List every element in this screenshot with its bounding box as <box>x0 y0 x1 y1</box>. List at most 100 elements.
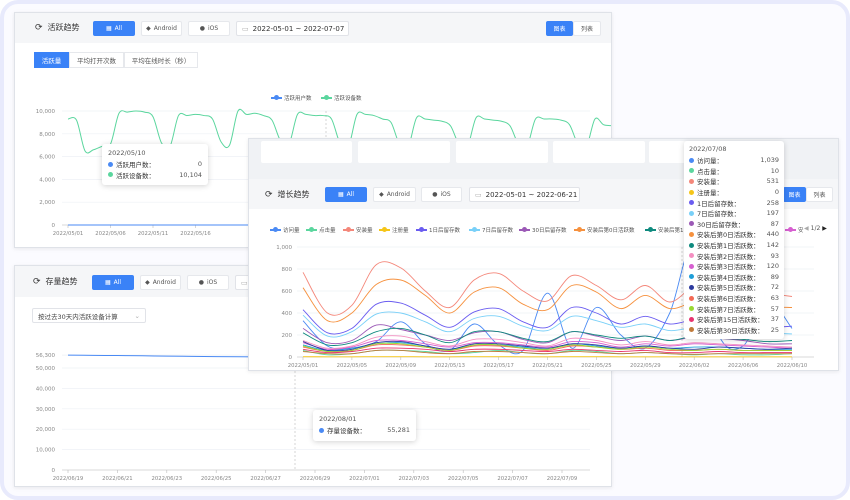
date-range-text: 2022-05-01 ~ 2022-07-07 <box>252 24 345 33</box>
view-chart-button[interactable]: 图表 <box>783 187 806 202</box>
tooltip-label: 30日后留存数： <box>697 220 745 229</box>
series-dot-icon <box>689 221 694 227</box>
legend-item[interactable]: 安装量 <box>343 226 373 234</box>
panel-title: ⟳ 活跃趋势 <box>35 22 80 33</box>
platform-all-button[interactable]: ▦ All <box>325 187 367 202</box>
tooltip-date: 2022/07/08 <box>689 145 727 153</box>
series-dot-icon <box>108 172 113 178</box>
android-icon: ◆ <box>146 25 151 32</box>
y-tick-label: 200 <box>282 333 293 339</box>
legend-item[interactable]: 点击量 <box>306 226 336 234</box>
title-text: 增长趋势 <box>277 190 310 199</box>
legend-label: 安装量 <box>356 228 373 234</box>
view-list-button[interactable]: 列表 <box>573 21 601 36</box>
legend-item[interactable]: 注册量 <box>379 226 409 234</box>
legend-item[interactable]: 安装后第0日活跃数 <box>574 226 635 234</box>
platform-android-button[interactable]: ◆ Android <box>373 187 416 202</box>
apple-icon: ● <box>432 191 438 198</box>
platform-android-button[interactable]: ◆ Android <box>140 275 181 290</box>
y-tick-label: 30,000 <box>36 407 56 413</box>
tooltip-row: 安装后第30日活跃数： 25 <box>689 325 779 336</box>
series-line-安装后第2日活跃数 <box>302 335 793 349</box>
pager-next-icon[interactable]: ▶ <box>822 225 827 232</box>
platform-ios-button[interactable]: ● iOS <box>188 21 230 36</box>
y-tick-label: 800 <box>282 267 293 273</box>
tooltip-label: 安装后第7日活跃数： <box>697 305 760 314</box>
date-range-picker[interactable]: ▭ 2022-05-01 ~ 2022-07-07 <box>236 21 349 36</box>
tooltip-value: 1,039 <box>760 156 779 165</box>
x-tick-label: 2022/07/09 <box>547 476 578 482</box>
legend-item[interactable]: 7日后留存数 <box>469 226 513 234</box>
x-tick-label: 2022/07/07 <box>497 476 528 482</box>
legend-item[interactable]: 活跃用户数 <box>271 94 312 102</box>
tooltip-value: 120 <box>766 262 779 271</box>
tooltip-row: 活跃用户数： 0 <box>108 159 202 170</box>
refresh-icon[interactable]: ⟳ <box>33 276 41 287</box>
platform-all-button[interactable]: ▦ All <box>92 275 134 290</box>
active-tooltip: 2022/05/10 活跃用户数： 0 活跃设备数： 10,104 <box>102 144 208 186</box>
tooltip-value: 531 <box>766 177 779 186</box>
dropdown-value: 按过去30天内活跃设备计算 <box>38 312 118 321</box>
label: All <box>346 191 355 198</box>
refresh-icon[interactable]: ⟳ <box>35 22 43 33</box>
calculation-method-dropdown[interactable]: 按过去30天内活跃设备计算 ⌄ <box>32 308 146 323</box>
view-list-button[interactable]: 列表 <box>806 187 833 202</box>
series-dot-icon <box>689 316 694 322</box>
tooltip-row: 安装后第1日活跃数： 142 <box>689 240 779 251</box>
legend-item[interactable]: 安装后第1日活跃数 <box>645 226 706 234</box>
platform-android-button[interactable]: ◆ Android <box>141 21 182 36</box>
legend-label: 活跃用户数 <box>284 96 312 102</box>
y-tick-label: 600 <box>282 289 293 295</box>
label: 图表 <box>788 192 801 199</box>
android-icon: ◆ <box>379 191 384 198</box>
series-dot-icon <box>689 157 694 163</box>
calendar-icon: ▭ <box>241 278 248 287</box>
platform-ios-button[interactable]: ● iOS <box>421 187 462 202</box>
panel-title: ⟳ 增长趋势 <box>265 189 310 200</box>
legend-item[interactable]: 活跃设备数 <box>321 94 362 102</box>
label: 活跃量 <box>41 57 62 65</box>
legend-pager: ◀ 1/2 ▶ <box>804 225 827 232</box>
series-dot-icon <box>689 274 694 280</box>
pager-prev-icon[interactable]: ◀ <box>804 225 809 232</box>
tooltip-label: 活跃用户数： <box>116 161 155 170</box>
tooltip-row: 1日后留存数： 258 <box>689 197 779 208</box>
series-dot-icon <box>689 284 694 290</box>
tooltip-row: 安装后第15日活跃数： 37 <box>689 314 779 325</box>
view-chart-button[interactable]: 图表 <box>546 21 573 36</box>
platform-all-button[interactable]: ▦ All <box>93 21 135 36</box>
legend-label: 注册量 <box>392 228 409 234</box>
y-tick-label: 56,300 <box>36 353 56 359</box>
tab-avg-opens[interactable]: 平均打开次数 <box>69 52 124 68</box>
calendar-icon: ▭ <box>242 24 249 33</box>
platform-ios-button[interactable]: ● iOS <box>187 275 229 290</box>
x-tick-label: 2022/06/02 <box>679 363 710 369</box>
tooltip-row: 注册量： 0 <box>689 187 779 198</box>
chevron-down-icon: ⌄ <box>134 311 140 320</box>
x-tick-label: 2022/05/13 <box>434 363 465 369</box>
tab-avg-online-duration[interactable]: 平均在线时长（秒） <box>124 52 198 68</box>
legend-item[interactable]: 30日后留存数 <box>519 226 567 234</box>
tooltip-label: 安装后第4日活跃数： <box>697 273 760 282</box>
tooltip-label: 安装后第2日活跃数： <box>697 252 760 261</box>
legend-label: 1日后留存数 <box>429 228 460 234</box>
x-tick-label: 2022/05/06 <box>95 231 126 237</box>
tab-active-count[interactable]: 活跃量 <box>34 52 69 68</box>
label: 列表 <box>580 26 593 33</box>
legend-label: 安 <box>798 228 804 234</box>
series-line-安装后第5日活跃数 <box>302 340 793 352</box>
y-tick-label: 1,000 <box>276 245 292 251</box>
tooltip-value: 142 <box>766 241 779 250</box>
legend-item-partial[interactable]: 安 <box>785 226 804 234</box>
refresh-icon[interactable]: ⟳ <box>265 189 273 200</box>
y-tick-label: 0 <box>52 468 56 474</box>
date-range-picker[interactable]: ▭ 2022-05-01 ~ 2022-06-21 <box>469 187 580 202</box>
legend-item[interactable]: 1日后留存数 <box>416 226 460 234</box>
tooltip-value: 87 <box>770 219 779 228</box>
legend-item[interactable]: 访问量 <box>270 226 300 234</box>
x-tick-label: 2022/05/17 <box>483 363 514 369</box>
label: Android <box>386 191 410 198</box>
series-dot-icon <box>689 200 694 206</box>
tooltip-value: 57 <box>770 304 779 313</box>
y-tick-label: 8,000 <box>39 132 55 138</box>
